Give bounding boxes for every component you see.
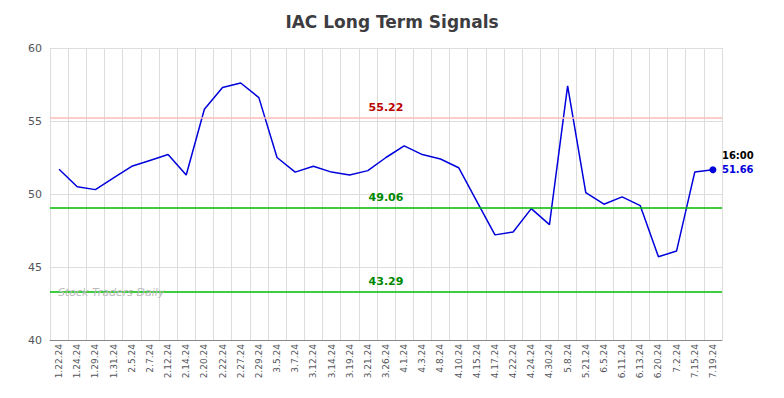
svg-text:6.13.24: 6.13.24 [635, 344, 645, 379]
svg-text:1.22.24: 1.22.24 [54, 344, 64, 379]
svg-text:IAC Long Term Signals: IAC Long Term Signals [285, 12, 498, 32]
svg-text:2.14.24: 2.14.24 [181, 344, 191, 379]
svg-text:4.8.24: 4.8.24 [435, 344, 445, 373]
svg-text:7.2.24: 7.2.24 [672, 344, 682, 373]
svg-text:2.7.24: 2.7.24 [145, 344, 155, 373]
svg-text:3.26.24: 3.26.24 [381, 344, 391, 379]
svg-text:4.10.24: 4.10.24 [454, 344, 464, 379]
svg-text:4.15.24: 4.15.24 [472, 344, 482, 379]
svg-text:4.30.24: 4.30.24 [544, 344, 554, 379]
svg-text:55: 55 [28, 115, 42, 128]
svg-text:3.12.24: 3.12.24 [308, 344, 318, 379]
svg-text:2.12.24: 2.12.24 [163, 344, 173, 379]
svg-text:6.20.24: 6.20.24 [653, 344, 663, 379]
svg-text:49.06: 49.06 [369, 191, 404, 204]
svg-text:2.20.24: 2.20.24 [199, 344, 209, 379]
svg-text:2.27.24: 2.27.24 [236, 344, 246, 379]
svg-text:43.29: 43.29 [369, 275, 404, 288]
svg-text:51.66: 51.66 [722, 164, 754, 175]
svg-text:4.24.24: 4.24.24 [526, 344, 536, 379]
svg-text:1.31.24: 1.31.24 [109, 344, 119, 379]
svg-text:Stock Traders Daily: Stock Traders Daily [58, 286, 165, 299]
svg-text:2.5.24: 2.5.24 [127, 344, 137, 373]
svg-text:60: 60 [28, 42, 42, 55]
svg-text:2.29.24: 2.29.24 [254, 344, 264, 379]
svg-text:7.19.24: 7.19.24 [708, 344, 718, 379]
svg-text:3.21.24: 3.21.24 [363, 344, 373, 379]
svg-text:50: 50 [28, 188, 42, 201]
svg-text:3.19.24: 3.19.24 [345, 344, 355, 379]
svg-text:45: 45 [28, 261, 42, 274]
svg-text:4.1.24: 4.1.24 [399, 344, 409, 373]
svg-text:3.14.24: 3.14.24 [327, 344, 337, 379]
svg-text:2.22.24: 2.22.24 [218, 344, 228, 379]
svg-text:5.21.24: 5.21.24 [581, 344, 591, 379]
svg-text:4.22.24: 4.22.24 [508, 344, 518, 379]
svg-text:55.22: 55.22 [369, 101, 404, 114]
svg-text:1.29.24: 1.29.24 [90, 344, 100, 379]
svg-text:6.5.24: 6.5.24 [599, 344, 609, 373]
svg-text:3.7.24: 3.7.24 [290, 344, 300, 373]
svg-text:7.15.24: 7.15.24 [690, 344, 700, 379]
svg-text:4.17.24: 4.17.24 [490, 344, 500, 379]
svg-text:16:00: 16:00 [722, 150, 754, 161]
svg-text:1.24.24: 1.24.24 [72, 344, 82, 379]
svg-text:4.3.24: 4.3.24 [417, 344, 427, 373]
svg-text:6.11.24: 6.11.24 [617, 344, 627, 379]
svg-text:5.8.24: 5.8.24 [563, 344, 573, 373]
svg-text:3.5.24: 3.5.24 [272, 344, 282, 373]
svg-text:40: 40 [28, 334, 42, 347]
